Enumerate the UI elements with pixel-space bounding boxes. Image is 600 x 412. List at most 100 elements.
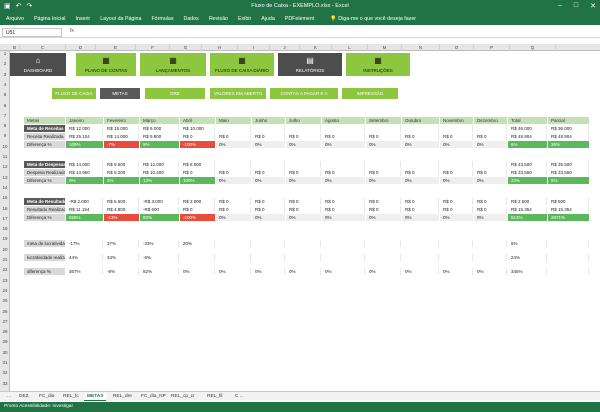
value-cell[interactable]: 0% — [440, 214, 473, 221]
column-header-K[interactable]: K — [300, 44, 332, 51]
value-cell[interactable]: 9% — [140, 141, 179, 148]
value-cell[interactable]: 0% — [366, 177, 401, 184]
value-cell[interactable]: 0% — [366, 268, 401, 275]
menu-item-5[interactable]: Dados — [183, 16, 199, 22]
row-header-21[interactable]: 21 — [2, 257, 8, 262]
value-cell[interactable]: R$ 9.500 — [104, 161, 139, 168]
menu-item-3[interactable]: Layout da Página — [100, 16, 142, 22]
row-header-17[interactable]: 17 — [2, 215, 8, 221]
value-cell[interactable]: 44% — [66, 254, 103, 261]
header-cell[interactable]: Março — [140, 117, 179, 124]
value-cell[interactable] — [474, 240, 507, 247]
value-cell[interactable]: R$ 0 — [474, 169, 507, 176]
header-cell[interactable]: Junho — [252, 117, 285, 124]
column-header-Q[interactable]: Q — [510, 44, 556, 51]
nav-button-0[interactable]: ⌂ DASHBOARD — [10, 53, 66, 76]
value-cell[interactable] — [440, 161, 473, 168]
value-cell[interactable]: R$ 0 — [402, 133, 439, 140]
name-box[interactable]: U51 — [2, 28, 62, 37]
header-cell[interactable]: Abril — [180, 117, 215, 124]
value-cell[interactable] — [322, 254, 365, 261]
value-cell[interactable] — [180, 254, 215, 261]
row-header-3[interactable]: 3 — [3, 71, 7, 77]
value-cell[interactable]: R$ 10.400 — [140, 169, 179, 176]
value-cell[interactable]: R$ 0 — [180, 206, 215, 213]
value-cell[interactable]: 367% — [66, 268, 103, 275]
value-cell[interactable]: 34% — [104, 254, 139, 261]
column-header-O[interactable]: O — [440, 44, 474, 51]
value-cell[interactable]: R$ 36.000 — [548, 125, 589, 132]
row-label[interactable]: lucratividade realizada — [24, 254, 65, 261]
value-cell[interactable]: 0% — [252, 214, 285, 221]
column-header-D[interactable]: D — [66, 44, 96, 51]
value-cell[interactable]: 3% — [104, 177, 139, 184]
undo-icon[interactable]: ↶ — [15, 3, 22, 10]
value-cell[interactable] — [548, 240, 589, 247]
subtab-5[interactable]: IMPRESSÃO — [342, 88, 398, 99]
value-cell[interactable]: -8% — [104, 268, 139, 275]
row-header-28[interactable]: 28 — [2, 329, 8, 335]
nav-button-2[interactable]: ▦ LANÇAMENTOS — [140, 53, 206, 76]
value-cell[interactable]: 0% — [402, 141, 439, 148]
value-cell[interactable]: 0% — [474, 268, 507, 275]
column-header-C[interactable]: C — [20, 44, 66, 51]
value-cell[interactable]: 2971% — [548, 214, 589, 221]
value-cell[interactable]: 6% — [508, 141, 547, 148]
value-cell[interactable]: 80% — [140, 214, 179, 221]
value-cell[interactable]: R$ 43.500 — [508, 161, 547, 168]
value-cell[interactable]: 0% — [286, 268, 321, 275]
value-cell[interactable]: 0% — [366, 141, 401, 148]
redo-icon[interactable]: ↷ — [26, 3, 33, 10]
value-cell[interactable]: R$ 12.000 — [140, 161, 179, 168]
value-cell[interactable] — [440, 254, 473, 261]
value-cell[interactable]: R$ 0 — [252, 198, 285, 205]
value-cell[interactable]: 0% — [322, 268, 365, 275]
header-cell[interactable]: Parcial — [548, 117, 589, 124]
sheet-tab-1[interactable]: DEZ — [19, 394, 29, 399]
row-header-13[interactable]: 13 — [2, 174, 8, 180]
header-cell[interactable]: Janeiro — [66, 117, 103, 124]
value-cell[interactable]: R$ 0 — [286, 198, 321, 205]
value-cell[interactable]: -R$ 600 — [140, 206, 179, 213]
sheet-tab-0[interactable]: ... — [7, 394, 11, 399]
value-cell[interactable]: 20% — [180, 240, 215, 247]
value-cell[interactable]: R$ 33.550 — [548, 169, 589, 176]
row-header-26[interactable]: 26 — [2, 308, 8, 314]
sheet-tab-6[interactable]: FC_dia_NP — [141, 394, 166, 399]
value-cell[interactable] — [402, 254, 439, 261]
row-header-16[interactable]: 16 — [2, 205, 8, 211]
value-cell[interactable]: R$ 35.500 — [548, 161, 589, 168]
row-header-1[interactable]: 1 — [3, 51, 7, 56]
menu-item-6[interactable]: Revisão — [208, 16, 228, 22]
menu-item-8[interactable]: Ajuda — [261, 16, 275, 22]
subtab-3[interactable]: VALORES EM ABERTO — [210, 88, 266, 99]
column-header-L[interactable]: L — [332, 44, 368, 51]
value-cell[interactable]: 5% — [548, 177, 589, 184]
row-label[interactable]: Meta de Receitas — [24, 125, 65, 132]
value-cell[interactable]: 0% — [216, 141, 251, 148]
column-header-F[interactable]: F — [136, 44, 170, 51]
row-label[interactable]: Resultado Realizado — [24, 206, 65, 213]
value-cell[interactable]: 514% — [508, 214, 547, 221]
sheet-tab-8[interactable]: REL_fil — [207, 394, 223, 399]
header-cell[interactable]: Dezembro — [474, 117, 507, 124]
value-cell[interactable] — [286, 254, 321, 261]
tell-me-input[interactable]: 💡 Diga-me o que você deseja fazer — [330, 16, 417, 22]
value-cell[interactable]: 0% — [322, 141, 365, 148]
row-label[interactable]: meta de lucratividade — [24, 240, 65, 247]
value-cell[interactable]: 0% — [66, 177, 103, 184]
row-header-29[interactable]: 29 — [2, 339, 8, 345]
row-header-7[interactable]: 7 — [3, 112, 7, 118]
value-cell[interactable] — [216, 240, 251, 247]
value-cell[interactable]: R$ 9.800 — [140, 133, 179, 140]
row-header-14[interactable]: 14 — [2, 184, 8, 190]
column-header-B[interactable]: B — [10, 44, 20, 51]
row-label[interactable]: Diferença % — [24, 214, 65, 221]
header-cell[interactable]: Fevereiro — [104, 117, 139, 124]
value-cell[interactable]: R$ 8.000 — [180, 161, 215, 168]
row-label[interactable]: Meta de Resultado — [24, 198, 65, 205]
value-cell[interactable] — [216, 125, 251, 132]
value-cell[interactable]: 100% — [180, 177, 215, 184]
header-cell[interactable]: Novembro — [440, 117, 473, 124]
sheet-tab-4[interactable]: METAS — [84, 393, 107, 401]
